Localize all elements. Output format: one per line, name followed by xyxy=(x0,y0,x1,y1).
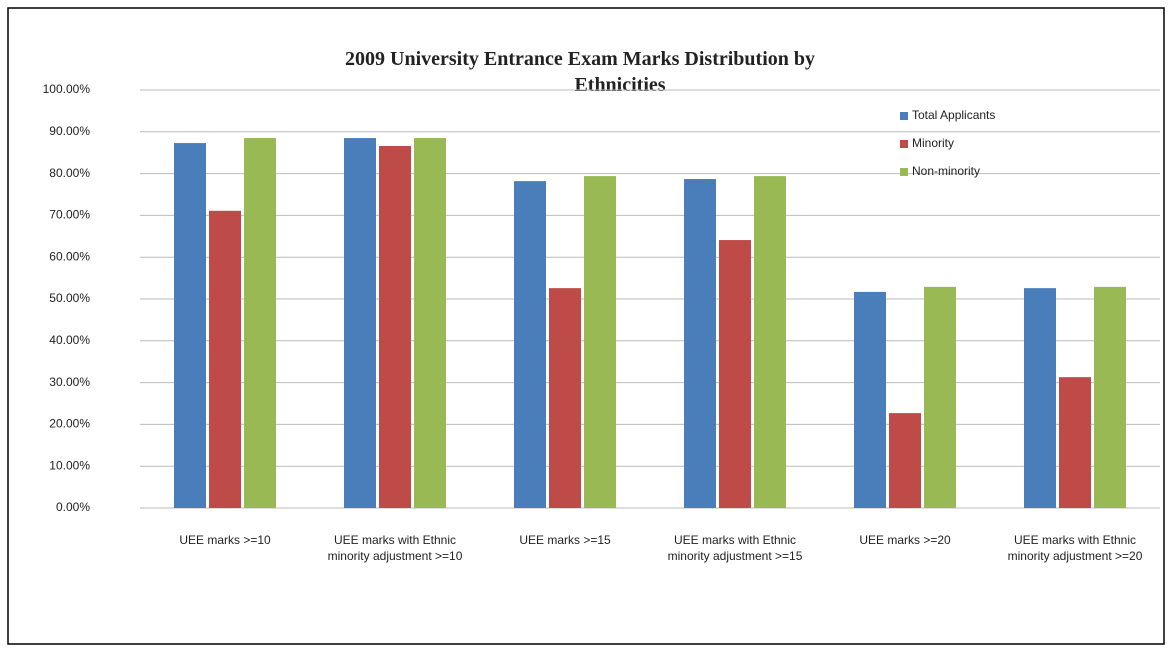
x-tick-label-box: UEE marks with Ethnic minority adjustmen… xyxy=(667,533,803,563)
x-tick-label-box: UEE marks with Ethnic minority adjustmen… xyxy=(327,533,463,563)
legend-label: Total Applicants xyxy=(912,108,995,122)
x-tick-label: UEE marks >=10 xyxy=(179,533,271,547)
y-tick-label: 90.00% xyxy=(49,124,90,138)
y-tick-label: 50.00% xyxy=(49,291,90,305)
bar xyxy=(244,138,276,508)
y-tick-label: 20.00% xyxy=(49,417,90,431)
bar xyxy=(344,138,376,508)
bar xyxy=(1094,286,1126,508)
bar xyxy=(414,138,446,508)
bar xyxy=(1059,377,1091,508)
bar xyxy=(719,240,751,508)
y-tick-label: 30.00% xyxy=(49,375,90,389)
x-tick-label: UEE marks with Ethnic minority adjustmen… xyxy=(667,533,803,563)
y-tick-label: 70.00% xyxy=(49,208,90,222)
bar xyxy=(924,286,956,508)
x-tick-label: UEE marks >=20 xyxy=(859,533,951,547)
bar xyxy=(684,179,716,508)
bar xyxy=(514,181,546,508)
x-tick-label: UEE marks with Ethnic minority adjustmen… xyxy=(1007,533,1143,563)
bar xyxy=(754,176,786,508)
x-tick-label: UEE marks with Ethnic minority adjustmen… xyxy=(327,533,463,563)
title-line: 2009 University Entrance Exam Marks Dist… xyxy=(345,48,815,70)
bar xyxy=(1024,288,1056,508)
y-tick-label: 10.00% xyxy=(49,458,90,472)
legend-swatch xyxy=(900,112,908,120)
title-line: Ethnicities xyxy=(574,74,665,96)
y-tick-label: 100.00% xyxy=(43,82,91,96)
bar xyxy=(379,146,411,508)
x-tick-label: UEE marks >=15 xyxy=(519,533,611,547)
x-tick-label-box: UEE marks >=10 xyxy=(179,533,271,547)
y-tick-label: 0.00% xyxy=(56,500,90,514)
legend-swatch xyxy=(900,168,908,176)
bar xyxy=(889,413,921,508)
y-tick-label: 60.00% xyxy=(49,249,90,263)
bar xyxy=(209,210,241,508)
bar xyxy=(584,176,616,508)
x-tick-label-box: UEE marks with Ethnic minority adjustmen… xyxy=(1007,533,1143,563)
x-tick-label-box: UEE marks >=20 xyxy=(859,533,951,547)
legend-label: Non-minority xyxy=(912,164,980,178)
legend-swatch xyxy=(900,140,908,148)
y-tick-label: 40.00% xyxy=(49,333,90,347)
y-tick-label: 80.00% xyxy=(49,166,90,180)
bar xyxy=(174,143,206,508)
legend-label: Minority xyxy=(912,136,954,150)
bar xyxy=(854,291,886,508)
bar xyxy=(549,288,581,508)
x-tick-label-box: UEE marks >=15 xyxy=(519,533,611,547)
